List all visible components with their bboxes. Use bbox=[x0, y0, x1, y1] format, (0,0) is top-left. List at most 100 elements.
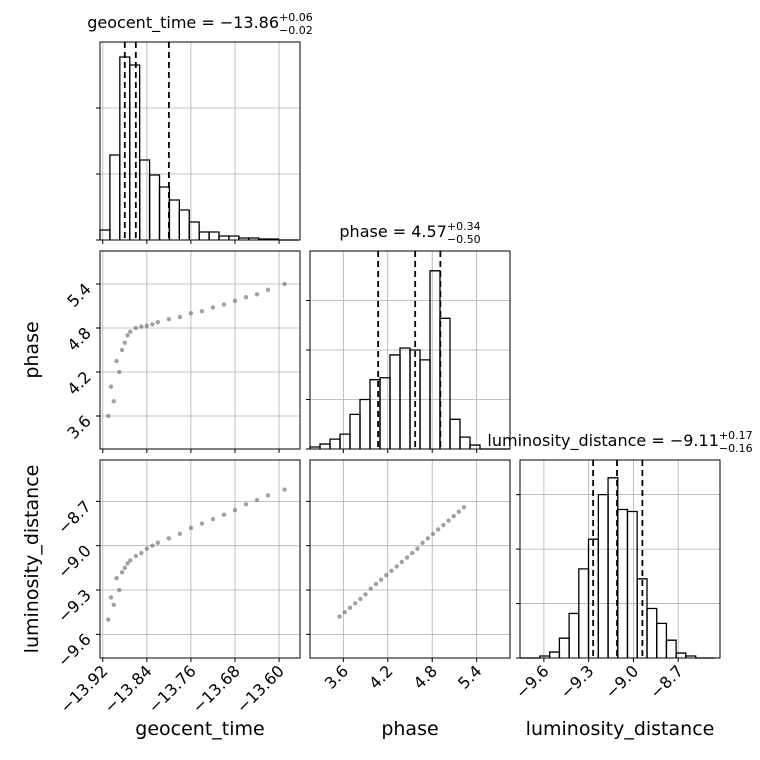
title-lower: −0.50 bbox=[447, 233, 481, 246]
hist-bar bbox=[208, 231, 220, 240]
sample-point bbox=[420, 540, 425, 545]
sample-point bbox=[243, 295, 249, 300]
hist-bar bbox=[685, 655, 697, 658]
sample-point bbox=[394, 564, 399, 569]
title-main: geocent_time = −13.86 bbox=[87, 13, 279, 33]
hist-bar bbox=[339, 433, 351, 449]
sample-point bbox=[441, 522, 446, 528]
sample-point bbox=[144, 323, 150, 328]
sample-point bbox=[155, 540, 161, 545]
x-tick-label: −13.92 bbox=[56, 661, 111, 716]
sample-point bbox=[199, 521, 205, 526]
sample-point bbox=[282, 487, 287, 492]
hist-bar bbox=[198, 231, 210, 240]
x-tick-label: −9.6 bbox=[512, 661, 553, 702]
sample-point bbox=[347, 605, 353, 610]
hist-bar bbox=[379, 377, 391, 449]
sample-point bbox=[108, 384, 114, 389]
sample-point bbox=[114, 576, 119, 581]
sample-point bbox=[177, 314, 183, 320]
hist-bar bbox=[129, 64, 141, 240]
sample-point bbox=[363, 592, 368, 597]
x-tick-label: 5.4 bbox=[454, 661, 485, 692]
hist-bar bbox=[329, 438, 341, 449]
panel-frame bbox=[99, 41, 301, 241]
x-tick-label: −13.84 bbox=[100, 661, 155, 716]
sample-point bbox=[446, 518, 451, 523]
sample-point bbox=[232, 298, 238, 304]
sample-point bbox=[125, 561, 130, 566]
sample-point bbox=[199, 308, 205, 314]
sample-point bbox=[430, 531, 436, 537]
hist-bar bbox=[399, 347, 411, 449]
hist-bar bbox=[549, 651, 561, 658]
sample-point bbox=[358, 596, 363, 602]
sample-point bbox=[399, 559, 405, 565]
sample-point bbox=[128, 329, 133, 334]
sample-point bbox=[265, 493, 271, 498]
sample-point bbox=[337, 614, 342, 619]
sample-point bbox=[166, 317, 172, 322]
title-main: luminosity_distance = −9.11 bbox=[487, 431, 718, 451]
y-tick-label: −8.7 bbox=[54, 497, 95, 538]
x-tick-label: −13.60 bbox=[233, 661, 288, 716]
y-tick-label: −9.6 bbox=[54, 630, 95, 671]
hist-bar bbox=[439, 317, 451, 449]
hist-bar bbox=[568, 612, 580, 658]
panel-title: phase = 4.57+0.34 −0.50 bbox=[339, 220, 480, 246]
hist-bar bbox=[646, 607, 658, 658]
sample-point bbox=[133, 553, 139, 559]
sample-point bbox=[111, 399, 116, 404]
hist-bar bbox=[148, 174, 161, 240]
sample-point bbox=[117, 369, 122, 375]
x-tick-label: 4.2 bbox=[365, 661, 396, 692]
x-tick-label: −13.68 bbox=[189, 661, 244, 716]
sample-point bbox=[139, 550, 144, 556]
hist-bar bbox=[626, 510, 638, 658]
y-tick-label: 4.2 bbox=[63, 367, 94, 398]
sample-point bbox=[111, 602, 116, 608]
sample-point bbox=[410, 550, 415, 556]
title-main: phase = 4.57 bbox=[339, 222, 446, 241]
hist-bar bbox=[597, 494, 609, 658]
sample-point bbox=[221, 512, 227, 517]
sample-point bbox=[210, 305, 216, 310]
hist-bar bbox=[617, 508, 629, 658]
sample-point bbox=[150, 322, 155, 327]
sample-point bbox=[254, 497, 260, 503]
hist-bar bbox=[469, 444, 481, 449]
x-tick-label: −9.0 bbox=[601, 661, 642, 702]
panel-frame bbox=[99, 459, 301, 659]
sample-point bbox=[456, 509, 462, 514]
sample-point bbox=[106, 617, 111, 622]
sample-point bbox=[451, 513, 456, 519]
hist-bar bbox=[109, 154, 121, 240]
sample-point bbox=[119, 347, 125, 353]
hist-bar bbox=[168, 199, 180, 240]
x-tick-label: −8.7 bbox=[646, 661, 687, 702]
x-axis-label: luminosity_distance bbox=[526, 718, 715, 740]
hist-bar bbox=[349, 413, 361, 449]
y-tick-label: −9.0 bbox=[54, 541, 95, 582]
sample-point bbox=[265, 287, 271, 293]
y-tick-label: 3.6 bbox=[63, 411, 94, 442]
y-axis-label: luminosity_distance bbox=[21, 465, 43, 654]
x-axis-label: geocent_time bbox=[135, 718, 264, 740]
panel-frame bbox=[519, 459, 721, 659]
title-lower: −0.02 bbox=[279, 24, 313, 37]
hist-bar bbox=[359, 398, 371, 449]
sample-point bbox=[378, 577, 384, 582]
hist-bar bbox=[656, 622, 668, 658]
y-tick-label: 4.8 bbox=[63, 323, 94, 354]
hist-bar bbox=[558, 637, 570, 658]
hist-bar bbox=[675, 652, 687, 658]
y-tick-label: −9.3 bbox=[54, 585, 95, 626]
sample-point bbox=[122, 340, 127, 345]
sample-point bbox=[352, 601, 358, 606]
sample-point bbox=[122, 565, 127, 571]
hist-bar bbox=[319, 443, 331, 449]
sample-point bbox=[166, 536, 172, 541]
sample-point bbox=[389, 568, 394, 574]
hist-bar bbox=[188, 221, 200, 240]
sample-point bbox=[254, 292, 260, 297]
